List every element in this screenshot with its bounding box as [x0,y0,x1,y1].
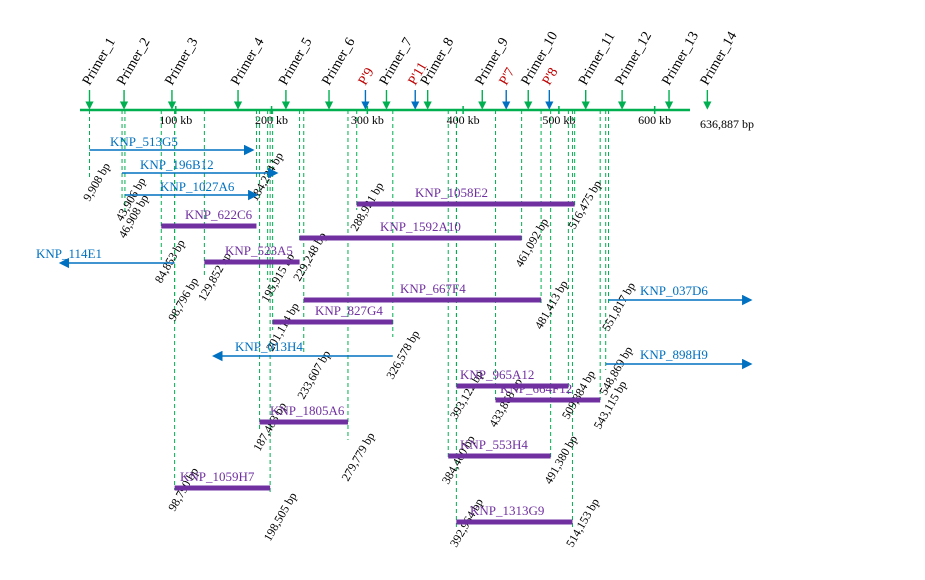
clone-label: KNP_622C6 [185,207,253,222]
axis-total-label: 636,887 bp [700,117,754,131]
clone-label: KNP_513G5 [110,134,178,149]
clone-label: KNP_667F4 [400,281,466,296]
primer-label: Primer_6 [319,35,358,88]
bp-annotation: 98,796 bp [165,275,201,324]
clone-label: KNP_965A12 [460,367,534,382]
primer-label: Primer_8 [418,35,457,88]
axis-tick-label: 100 kb [159,113,192,127]
clone-label: KNP_1805A6 [270,403,345,418]
primer-label: P'8 [540,66,562,88]
clone-label: KNP_523A5 [225,243,293,258]
clone-label: KNP_664F12 [500,381,572,396]
primer-label: Primer_14 [698,29,741,88]
primer-label: Primer_5 [276,35,315,88]
bp-annotation: 279,779 bp [338,430,377,484]
bp-annotation: 551,817 bp [599,280,638,334]
clone-label: KNP_1313G9 [470,503,544,518]
bp-annotation: 491,380 bp [541,433,580,487]
clone-label: KNP_013H4 [235,339,303,354]
clone-label: KNP_037D6 [640,283,708,298]
clone-label: KNP_1592A10 [380,219,461,234]
bp-annotation: 461,092 bp [512,216,551,270]
clone-label: KNP_196B12 [140,157,214,172]
clone-label: KNP_1058E2 [415,185,488,200]
bp-annotation: 198,505 bp [261,490,300,544]
clone-label: KNP_827G4 [315,303,383,318]
primer-label: P'7 [497,66,519,88]
primer-label: Primer_13 [660,29,703,88]
axis-tick-label: 400 kb [447,113,480,127]
axis-tick-label: 500 kb [542,113,575,127]
bp-annotation: 84,853 bp [152,237,188,286]
bp-annotation: 9,908 bp [80,160,113,203]
clone-label: KNP_1059H7 [180,469,255,484]
clone-label: KNP_553H4 [460,437,528,452]
primer-label: Primer_11 [576,30,618,88]
bp-annotation: 326,578 bp [383,328,422,382]
primer-label: Primer_4 [229,35,268,88]
primer-label: Primer_3 [162,35,201,88]
primer-label: Primer_2 [115,35,154,88]
primer-label: P'9 [356,66,378,88]
genomic-map: 100 kb200 kb300 kb400 kb500 kb600 kb636,… [0,0,925,580]
axis-tick-label: 300 kb [351,113,384,127]
primer-label: Primer_12 [613,29,656,88]
clone-label: KNP_114E1 [36,246,102,261]
primer-label: Primer_1 [80,35,119,88]
clone-label: KNP_1027A6 [160,179,235,194]
axis-tick-label: 600 kb [638,113,671,127]
clone-label: KNP_898H9 [640,347,708,362]
